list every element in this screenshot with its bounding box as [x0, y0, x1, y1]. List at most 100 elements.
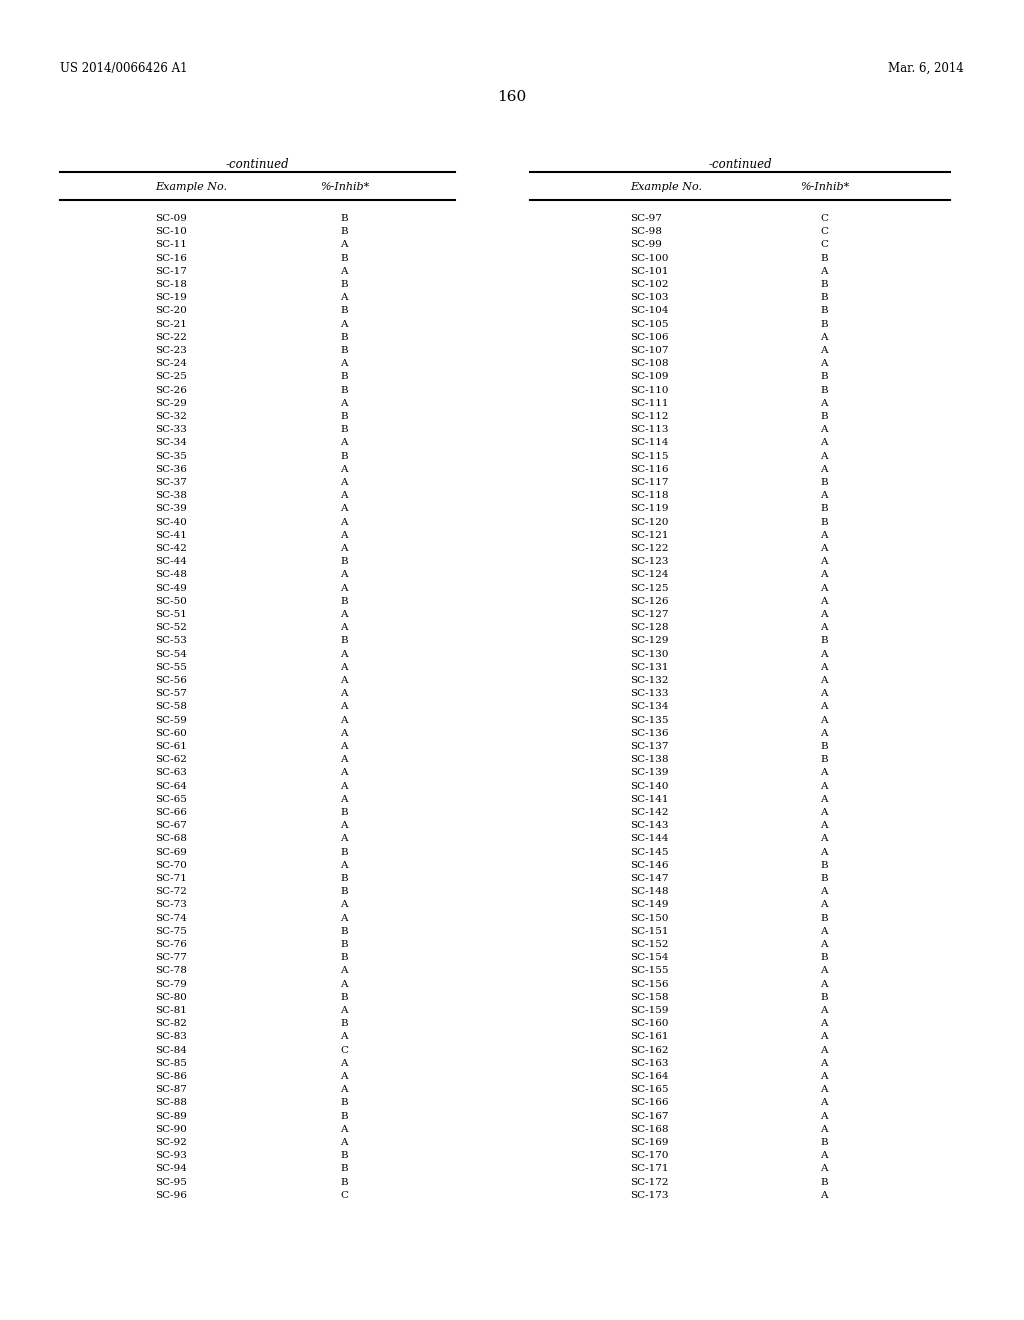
Text: B: B [820, 755, 827, 764]
Text: SC-159: SC-159 [630, 1006, 669, 1015]
Text: A: A [820, 847, 827, 857]
Text: SC-32: SC-32 [155, 412, 186, 421]
Text: SC-33: SC-33 [155, 425, 186, 434]
Text: SC-136: SC-136 [630, 729, 669, 738]
Text: SC-29: SC-29 [155, 399, 186, 408]
Text: %-Inhib*: %-Inhib* [319, 182, 370, 191]
Text: A: A [820, 531, 827, 540]
Text: A: A [340, 1006, 347, 1015]
Text: A: A [340, 702, 347, 711]
Text: SC-34: SC-34 [155, 438, 186, 447]
Text: A: A [820, 1111, 827, 1121]
Text: A: A [340, 319, 347, 329]
Text: Example No.: Example No. [630, 182, 702, 191]
Text: SC-61: SC-61 [155, 742, 186, 751]
Text: SC-11: SC-11 [155, 240, 186, 249]
Text: SC-10: SC-10 [155, 227, 186, 236]
Text: SC-150: SC-150 [630, 913, 669, 923]
Text: A: A [340, 1059, 347, 1068]
Text: SC-99: SC-99 [630, 240, 662, 249]
Text: SC-48: SC-48 [155, 570, 186, 579]
Text: SC-82: SC-82 [155, 1019, 186, 1028]
Text: B: B [340, 280, 347, 289]
Text: SC-52: SC-52 [155, 623, 186, 632]
Text: A: A [340, 438, 347, 447]
Text: B: B [820, 293, 827, 302]
Text: SC-143: SC-143 [630, 821, 669, 830]
Text: SC-75: SC-75 [155, 927, 186, 936]
Text: A: A [340, 861, 347, 870]
Text: SC-160: SC-160 [630, 1019, 669, 1028]
Text: SC-79: SC-79 [155, 979, 186, 989]
Text: SC-169: SC-169 [630, 1138, 669, 1147]
Text: B: B [820, 372, 827, 381]
Text: A: A [820, 1072, 827, 1081]
Text: B: B [340, 227, 347, 236]
Text: A: A [820, 715, 827, 725]
Text: B: B [340, 306, 347, 315]
Text: A: A [820, 570, 827, 579]
Text: SC-64: SC-64 [155, 781, 186, 791]
Text: B: B [820, 253, 827, 263]
Text: A: A [820, 940, 827, 949]
Text: A: A [340, 821, 347, 830]
Text: A: A [820, 649, 827, 659]
Text: SC-131: SC-131 [630, 663, 669, 672]
Text: SC-130: SC-130 [630, 649, 669, 659]
Text: SC-168: SC-168 [630, 1125, 669, 1134]
Text: SC-156: SC-156 [630, 979, 669, 989]
Text: SC-117: SC-117 [630, 478, 669, 487]
Text: SC-96: SC-96 [155, 1191, 186, 1200]
Text: SC-146: SC-146 [630, 861, 669, 870]
Text: SC-81: SC-81 [155, 1006, 186, 1015]
Text: B: B [340, 808, 347, 817]
Text: SC-100: SC-100 [630, 253, 669, 263]
Text: B: B [340, 887, 347, 896]
Text: A: A [820, 544, 827, 553]
Text: B: B [340, 557, 347, 566]
Text: A: A [340, 267, 347, 276]
Text: SC-163: SC-163 [630, 1059, 669, 1068]
Text: SC-141: SC-141 [630, 795, 669, 804]
Text: A: A [820, 821, 827, 830]
Text: SC-16: SC-16 [155, 253, 186, 263]
Text: SC-122: SC-122 [630, 544, 669, 553]
Text: SC-94: SC-94 [155, 1164, 186, 1173]
Text: SC-37: SC-37 [155, 478, 186, 487]
Text: SC-109: SC-109 [630, 372, 669, 381]
Text: SC-128: SC-128 [630, 623, 669, 632]
Text: A: A [340, 676, 347, 685]
Text: A: A [820, 887, 827, 896]
Text: SC-103: SC-103 [630, 293, 669, 302]
Text: SC-18: SC-18 [155, 280, 186, 289]
Text: A: A [340, 689, 347, 698]
Text: %-Inhib*: %-Inhib* [800, 182, 849, 191]
Text: SC-108: SC-108 [630, 359, 669, 368]
Text: B: B [340, 346, 347, 355]
Text: A: A [820, 425, 827, 434]
Text: B: B [820, 478, 827, 487]
Text: A: A [340, 900, 347, 909]
Text: B: B [820, 742, 827, 751]
Text: A: A [340, 293, 347, 302]
Text: A: A [340, 399, 347, 408]
Text: SC-114: SC-114 [630, 438, 669, 447]
Text: B: B [340, 847, 347, 857]
Text: SC-110: SC-110 [630, 385, 669, 395]
Text: B: B [340, 1111, 347, 1121]
Text: SC-41: SC-41 [155, 531, 186, 540]
Text: SC-98: SC-98 [630, 227, 662, 236]
Text: C: C [340, 1045, 348, 1055]
Text: -continued: -continued [225, 158, 290, 172]
Text: A: A [340, 465, 347, 474]
Text: A: A [820, 729, 827, 738]
Text: A: A [820, 979, 827, 989]
Text: SC-36: SC-36 [155, 465, 186, 474]
Text: SC-137: SC-137 [630, 742, 669, 751]
Text: A: A [340, 663, 347, 672]
Text: B: B [820, 636, 827, 645]
Text: SC-167: SC-167 [630, 1111, 669, 1121]
Text: A: A [820, 1045, 827, 1055]
Text: SC-171: SC-171 [630, 1164, 669, 1173]
Text: SC-42: SC-42 [155, 544, 186, 553]
